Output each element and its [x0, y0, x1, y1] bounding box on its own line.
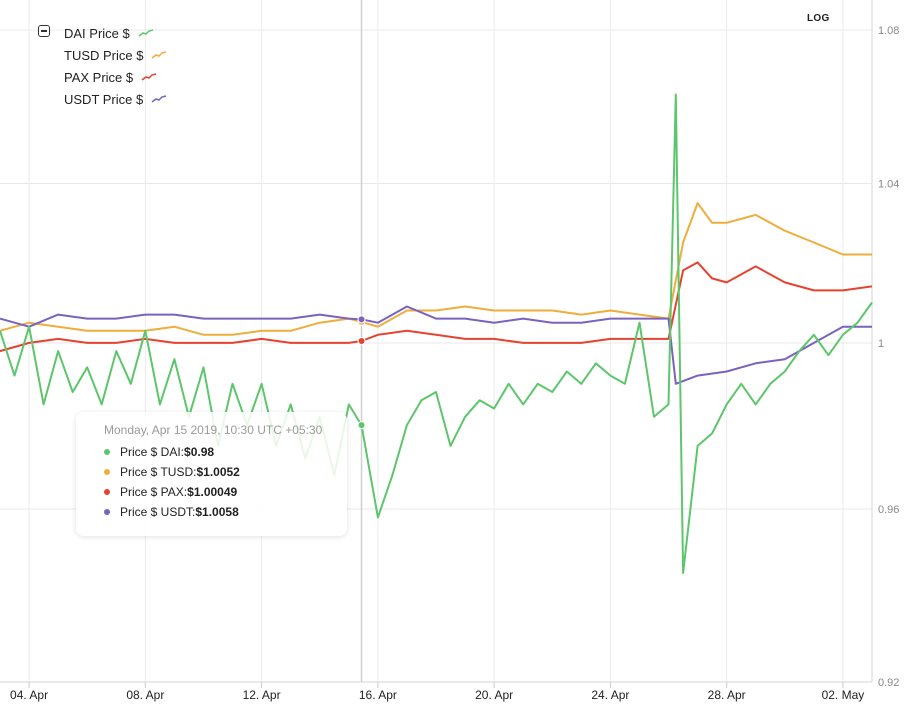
tooltip-row: Price $ TUSD: $1.0052 [104, 463, 240, 481]
legend-collapse-button[interactable] [38, 25, 50, 37]
legend-item-label: PAX Price $ [64, 69, 134, 85]
hover-point-dai [357, 421, 366, 430]
log-scale-toggle[interactable]: LOG [807, 13, 830, 24]
x-tick-label: 24. Apr [591, 688, 629, 702]
tooltip-row-label: Price $ PAX: [120, 485, 188, 499]
legend-line-icon [141, 73, 157, 81]
tooltip-title: Monday, Apr 15 2019, 10:30 UTC +05:30 [104, 423, 323, 437]
x-tick-label: 04. Apr [10, 688, 48, 702]
tooltip-row-label: Price $ DAI: [120, 445, 185, 459]
x-tick-label: 08. Apr [126, 688, 164, 702]
legend-item-label: TUSD Price $ [64, 47, 144, 63]
legend-item-usdt[interactable]: USDT Price $ [64, 88, 167, 110]
series-line-dai [0, 93, 873, 574]
tooltip-row-value: $1.00049 [187, 485, 238, 499]
y-tick-label: 0.92 [878, 677, 899, 689]
x-tick-label: 20. Apr [475, 688, 513, 702]
series-dot-icon [104, 509, 110, 515]
legend-item-label: DAI Price $ [64, 25, 130, 41]
y-tick-label: 1.08 [878, 25, 899, 37]
y-tick-label: 1 [878, 338, 884, 350]
legend-item-pax[interactable]: PAX Price $ [64, 66, 167, 88]
y-tick-label: 0.96 [878, 504, 899, 516]
hover-tooltip: Monday, Apr 15 2019, 10:30 UTC +05:30 Pr… [76, 412, 347, 536]
series-line-tusd [0, 202, 872, 336]
series-dot-icon [104, 469, 110, 475]
tooltip-row-value: $1.0058 [195, 505, 239, 519]
legend-item-label: USDT Price $ [64, 91, 144, 107]
legend-items: DAI Price $ TUSD Price $ PAX Price $ USDT P… [64, 22, 167, 110]
series-dot-icon [104, 449, 110, 455]
series-line-usdt [0, 305, 872, 385]
tooltip-row-value: $1.0052 [196, 465, 240, 479]
hover-point-usdt [357, 315, 366, 324]
legend-item-tusd[interactable]: TUSD Price $ [64, 44, 167, 66]
legend-line-icon [138, 29, 153, 37]
x-tick-label: 02. May [822, 688, 865, 702]
tooltip-row-label: Price $ USDT: [120, 505, 196, 519]
legend: DAI Price $ TUSD Price $ PAX Price $ USDT P… [38, 22, 167, 110]
x-tick-label: 16. Apr [359, 688, 397, 702]
legend-line-icon [152, 51, 167, 59]
hover-point-pax [357, 336, 366, 345]
legend-item-dai[interactable]: DAI Price $ [64, 22, 167, 44]
legend-line-icon [151, 95, 167, 103]
y-tick-label: 1.04 [878, 178, 899, 190]
tooltip-row: Price $ USDT: $1.0058 [104, 503, 239, 521]
series-dot-icon [104, 489, 110, 495]
x-tick-label: 12. Apr [243, 688, 281, 702]
series-line-pax [0, 261, 873, 353]
tooltip-row-label: Price $ TUSD: [120, 465, 197, 479]
tooltip-row: Price $ PAX: $1.00049 [104, 483, 237, 501]
tooltip-row: Price $ DAI: $0.98 [104, 443, 214, 461]
x-tick-label: 28. Apr [708, 688, 746, 702]
tooltip-row-value: $0.98 [184, 445, 215, 459]
